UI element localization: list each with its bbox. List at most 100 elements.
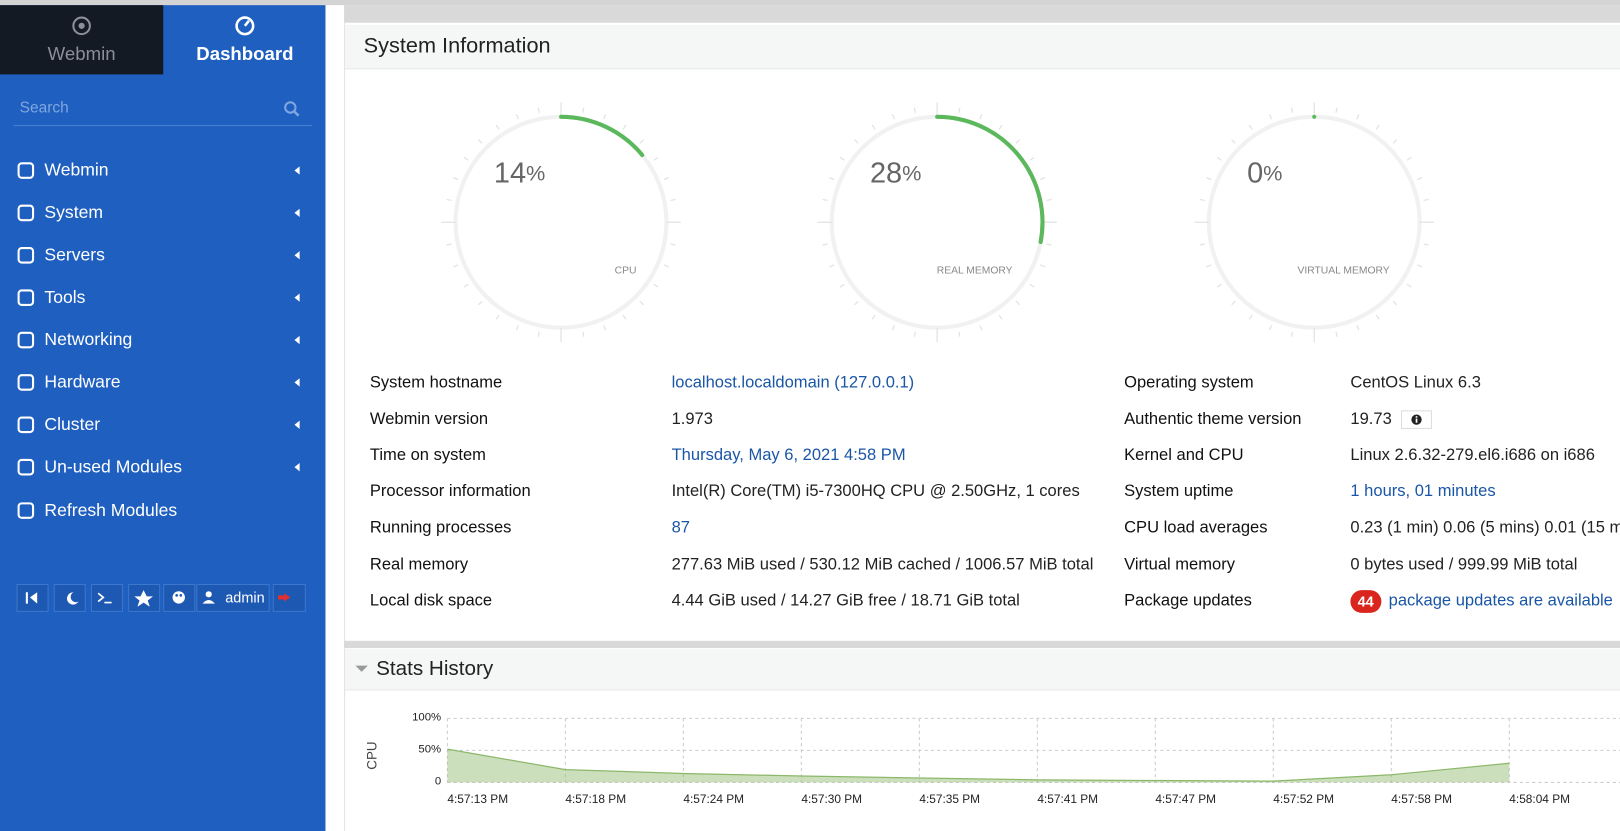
info-label: Webmin version [369, 410, 489, 428]
gauge-tick [839, 156, 845, 161]
gauge-tick [1406, 156, 1412, 161]
info-button[interactable] [1401, 410, 1433, 429]
user-button[interactable]: admin [196, 583, 270, 612]
gauge-tick [478, 300, 483, 306]
gauge-number: 28 [870, 157, 902, 189]
gauge-tick [1417, 264, 1423, 268]
gauge-tick [537, 331, 540, 337]
gauge-tick [891, 114, 895, 120]
stats-title: Stats History [376, 657, 494, 681]
gauge-number: 14 [494, 157, 526, 189]
collapse-caret[interactable] [354, 664, 368, 674]
gauge-tick [1199, 243, 1205, 246]
update-badge[interactable]: 44 [1350, 590, 1381, 613]
y-tick-label: 100% [412, 711, 441, 723]
gauge-tick [452, 264, 459, 268]
gauge-tick [822, 243, 828, 246]
info-label: Operating system [1124, 374, 1254, 392]
info-label: System uptime [1124, 482, 1234, 501]
gauge-tick [1216, 283, 1222, 288]
info-label: Kernel and CPU [1124, 446, 1244, 465]
webmin-tab[interactable]: Webmin [0, 5, 164, 75]
menu-icon [17, 458, 35, 476]
tab-label: Webmin [47, 43, 116, 65]
info-value: Linux 2.6.32-279.el6.i686 on i686 [1350, 446, 1595, 465]
info-link[interactable]: Thursday, May 6, 2021 4:58 PM [671, 446, 906, 465]
menu-item[interactable]: Networking [44, 329, 133, 350]
x-tick-label: 4:57:41 PM [1037, 792, 1098, 806]
menu-item[interactable]: Servers [44, 244, 105, 265]
info-link[interactable]: package updates are available [1388, 592, 1613, 610]
info-value: 0.23 (1 min) 0.06 (5 mins) 0.01 (15 mins… [1350, 518, 1620, 537]
gauge-tick [829, 176, 835, 181]
menu-icon [17, 162, 35, 179]
menu-item[interactable]: System [44, 202, 103, 223]
gauge-tick [1335, 107, 1338, 113]
gauge-label: VIRTUAL MEMORY [1297, 266, 1389, 277]
panel-border [344, 22, 346, 831]
gauge-track [1206, 114, 1422, 330]
info-link[interactable]: 1 hours, 01 minutes [1350, 482, 1496, 501]
stats-header[interactable] [345, 649, 1620, 691]
info-link[interactable]: localhost.localdomain (127.0.0.1) [671, 374, 915, 392]
x-tick-label: 4:57:35 PM [919, 792, 980, 806]
menu-caret [294, 251, 300, 260]
gauge-tick [1335, 331, 1338, 337]
gauge-tick [1290, 331, 1294, 337]
menu-item[interactable]: Refresh Modules [44, 500, 178, 520]
info-label: CPU load averages [1124, 518, 1268, 537]
toolbar-button[interactable] [90, 583, 123, 612]
gauge-tick [1423, 243, 1429, 246]
gauge-arc [558, 114, 645, 158]
x-tick-label: 4:58:04 PM [1509, 792, 1570, 806]
gauge-tick [1375, 314, 1380, 320]
menu-item[interactable]: Cluster [44, 414, 101, 435]
gauge-tick [1375, 124, 1380, 130]
gauge-tick [582, 107, 585, 113]
gauge-tick [1046, 198, 1052, 202]
menu-caret [294, 208, 300, 218]
menu-caret [294, 463, 300, 472]
gauge-tick [452, 176, 459, 181]
info-label: Virtual memory [1124, 556, 1235, 574]
panel-header [345, 24, 1620, 70]
gauge-label: CPU [615, 266, 637, 277]
x-tick-label: 4:57:30 PM [801, 792, 862, 806]
menu-item[interactable]: Un-used Modules [44, 456, 183, 477]
dashboard-tab[interactable]: Dashboard [163, 5, 326, 74]
gauge-tick [1029, 156, 1035, 161]
info-link[interactable]: 87 [671, 518, 690, 537]
gauge-tick [653, 283, 659, 288]
search-icon[interactable] [283, 100, 302, 119]
gauge-tick [998, 314, 1003, 320]
gauge-tick [1231, 139, 1236, 144]
menu-item[interactable]: Webmin [44, 160, 109, 180]
search-placeholder[interactable]: Search [19, 99, 69, 117]
gauge-tick [1039, 176, 1046, 181]
gauge-tick [1392, 139, 1398, 144]
x-tick-label: 4:57:13 PM [447, 792, 508, 806]
x-tick-label: 4:57:18 PM [565, 792, 626, 806]
gauge-tick [1029, 283, 1035, 288]
gauge-tick [1248, 314, 1253, 320]
info-label: Package updates [1124, 592, 1252, 610]
gauge-tick [1206, 264, 1212, 268]
info-value: CentOS Linux 6.3 [1350, 374, 1481, 392]
gauge-tick [979, 114, 983, 120]
gauge-number: 0 [1247, 157, 1263, 189]
gauge-tick [495, 124, 500, 130]
x-tick-label: 4:57:58 PM [1391, 792, 1452, 806]
gauge-tick [913, 331, 916, 337]
tab-label: Dashboard [196, 43, 294, 65]
gauge-tick [463, 283, 469, 288]
x-tick-label: 4:57:24 PM [683, 792, 744, 806]
info-value: 0 bytes used / 999.99 MiB total [1350, 556, 1578, 574]
gauge-tick [446, 243, 452, 246]
menu-item[interactable]: Tools [44, 287, 86, 307]
menu-item[interactable]: Hardware [44, 372, 121, 392]
gauge-tick [622, 314, 627, 320]
gauge-tick [663, 264, 670, 268]
menu-icon [17, 247, 35, 264]
gauge-tick [871, 124, 876, 130]
